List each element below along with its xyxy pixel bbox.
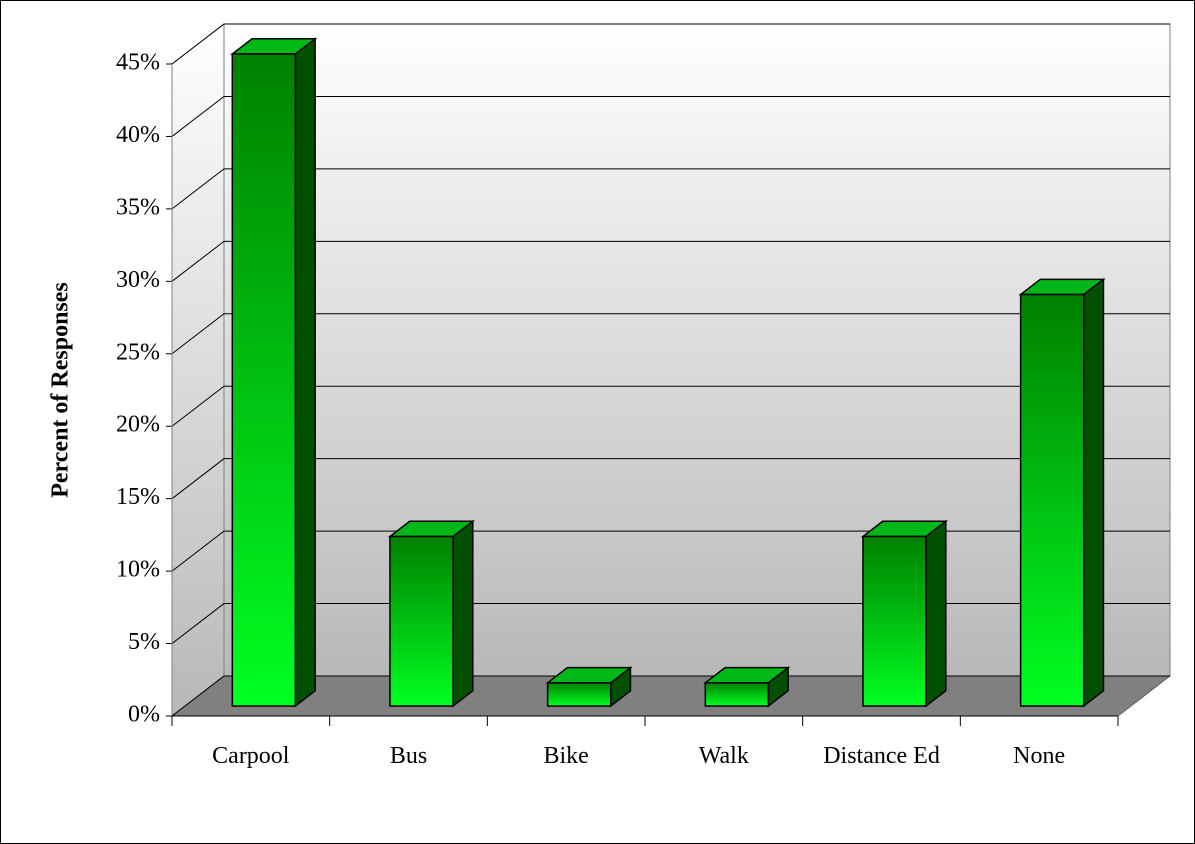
bar-side: [1082, 277, 1105, 708]
y-axis-label: Percent of Responses: [48, 282, 74, 498]
grid-line: [171, 603, 1170, 644]
y-tick-label: 10%: [116, 557, 160, 583]
grid-line: [171, 23, 1170, 65]
x-tick-label: Walk: [698, 743, 749, 769]
y-tick-label: 5%: [128, 629, 160, 655]
x-tick-label: Bike: [543, 743, 589, 769]
y-tick-label: 30%: [116, 267, 160, 293]
grid-line: [171, 313, 1170, 355]
grid-line: [171, 95, 1170, 137]
grid-line: [171, 385, 1170, 427]
grid-line: [171, 530, 1170, 572]
bar: [862, 535, 927, 707]
grid-line: [171, 675, 1170, 717]
y-tick-label: 25%: [116, 339, 160, 365]
y-tick-label: 0%: [128, 702, 160, 728]
bar: [1019, 293, 1085, 707]
x-tick-label: Carpool: [212, 743, 290, 769]
grid-line: [171, 168, 1170, 210]
y-tick-label: 40%: [116, 122, 160, 148]
side-wall: [171, 22, 225, 718]
y-tick-label: 20%: [116, 412, 160, 438]
bar: [389, 535, 454, 707]
bar-side: [925, 519, 947, 708]
grid-line: [171, 458, 1170, 500]
y-tick-label: 15%: [116, 484, 160, 510]
x-tick-label: Distance Ed: [823, 743, 940, 769]
grid-line: [171, 240, 1170, 282]
bar-side: [294, 37, 316, 708]
x-tick-label: None: [1013, 743, 1066, 769]
bar-side: [452, 519, 474, 708]
x-tick-label: Bus: [389, 743, 428, 769]
y-tick-label: 35%: [116, 194, 160, 220]
bar: [546, 682, 612, 707]
bar: [231, 53, 297, 707]
y-tick-label: 45%: [116, 50, 160, 76]
bar: [704, 682, 770, 707]
